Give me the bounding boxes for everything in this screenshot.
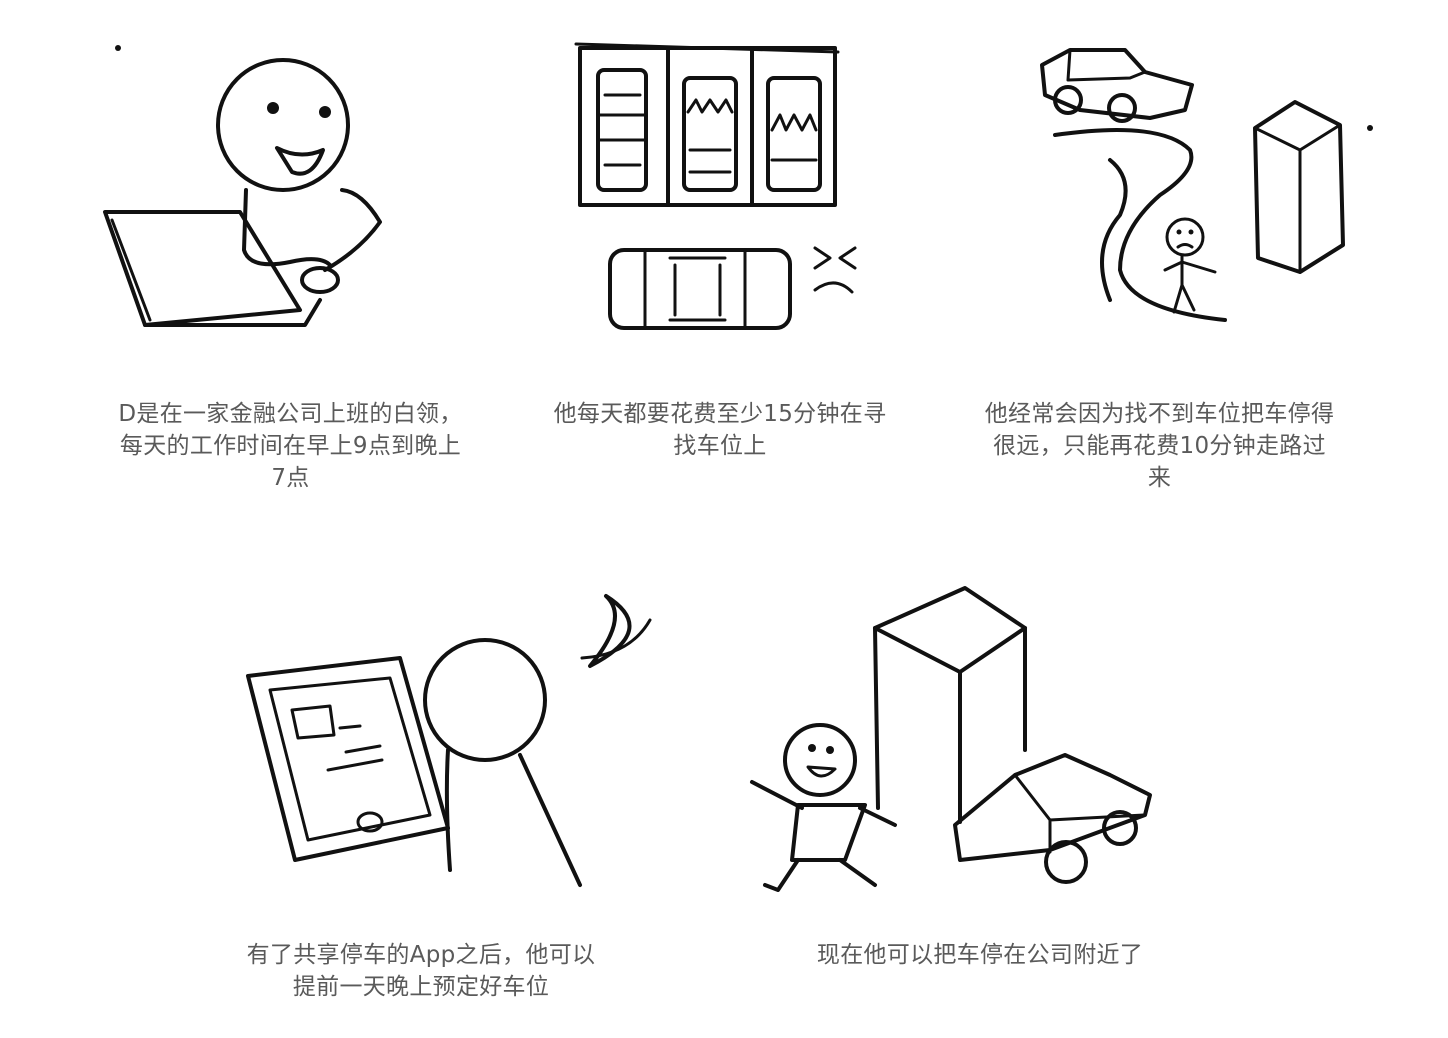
panel-far: 他经常会因为找不到车位把车停得很远，只能再花费10分钟走路过来 xyxy=(960,0,1448,520)
app-booking-illustration xyxy=(246,594,652,887)
panel-office: D是在一家金融公司上班的白领，每天的工作时间在早上9点到晚上7点 xyxy=(0,0,480,520)
happy-commute-illustration xyxy=(750,586,1152,892)
full-parking-lot-illustration xyxy=(574,42,857,330)
caption-app: 有了共享停车的App之后，他可以提前一天晚上预定好车位 xyxy=(246,942,596,1000)
caption-far: 他经常会因为找不到车位把车停得很远，只能再花费10分钟走路过来 xyxy=(984,401,1335,491)
panel-happy: 现在他可以把车停在公司附近了 xyxy=(720,560,1280,1038)
panel-app: 有了共享停车的App之后，他可以提前一天晚上预定好车位 xyxy=(160,560,720,1038)
caption-parking: 他每天都要花费至少15分钟在寻找车位上 xyxy=(553,401,887,459)
panel-parking: 他每天都要花费至少15分钟在寻找车位上 xyxy=(480,0,960,520)
far-parking-illustration xyxy=(1040,48,1373,322)
office-worker-illustration xyxy=(103,45,382,327)
caption-office: D是在一家金融公司上班的白领，每天的工作时间在早上9点到晚上7点 xyxy=(118,401,463,491)
caption-happy: 现在他可以把车停在公司附近了 xyxy=(816,942,1144,968)
